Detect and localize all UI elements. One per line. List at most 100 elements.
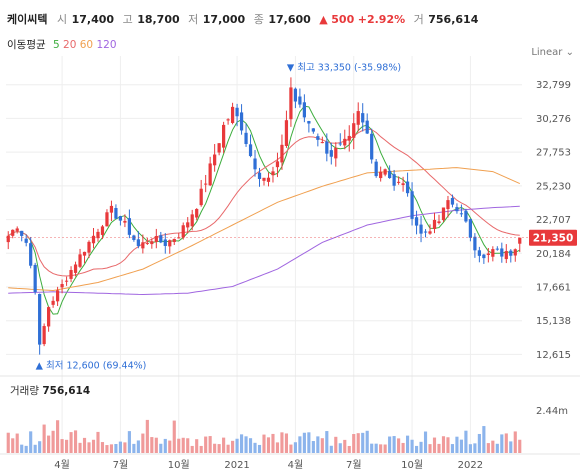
candle-body bbox=[114, 208, 118, 219]
volume-bar bbox=[127, 431, 131, 453]
volume-bar bbox=[307, 432, 311, 453]
x-tick-label: 4월 bbox=[54, 459, 70, 471]
candle-body bbox=[370, 133, 374, 160]
candle-body bbox=[154, 236, 158, 242]
ma-legend-5[interactable]: 5 bbox=[52, 39, 60, 51]
y-tick-label: 12,615 bbox=[536, 350, 571, 361]
candle-body bbox=[334, 147, 338, 159]
candle-body bbox=[271, 171, 275, 176]
stock-name: 케이씨텍 bbox=[7, 13, 48, 26]
x-tick-label: 10월 bbox=[401, 459, 423, 471]
volume-bar bbox=[136, 440, 140, 453]
x-tick-label: 10월 bbox=[168, 459, 190, 471]
volume-bar bbox=[468, 444, 472, 453]
volume-bar bbox=[518, 439, 522, 453]
candle-body bbox=[320, 142, 324, 144]
candle-body bbox=[235, 107, 239, 117]
volume-bar bbox=[334, 436, 338, 453]
candle-body bbox=[361, 113, 365, 123]
volume-bar bbox=[361, 432, 365, 453]
volume-bar bbox=[432, 437, 437, 453]
candle-body bbox=[446, 200, 450, 210]
ma-legend-60[interactable]: 60 bbox=[79, 39, 94, 51]
volume-bar bbox=[316, 436, 320, 453]
candle-body bbox=[195, 208, 199, 218]
high-label: 고 bbox=[122, 13, 133, 26]
candle-body bbox=[307, 121, 311, 124]
volume-bar bbox=[132, 443, 136, 453]
candle-body bbox=[217, 143, 221, 153]
candle-body bbox=[78, 254, 82, 267]
volume-bar bbox=[226, 444, 230, 453]
candle-body bbox=[450, 198, 455, 205]
volume-bar bbox=[289, 444, 293, 453]
volume-bar bbox=[513, 431, 517, 453]
candle-body bbox=[204, 183, 208, 185]
volume-bar bbox=[150, 437, 154, 453]
low-label: 저 bbox=[188, 13, 199, 26]
volume-bar bbox=[78, 442, 82, 453]
volume-bar bbox=[473, 443, 477, 453]
volume-bar bbox=[271, 433, 275, 453]
open-value: 17,400 bbox=[71, 13, 115, 26]
candle-body bbox=[280, 144, 284, 163]
candle-body bbox=[401, 183, 405, 186]
volume-bar bbox=[65, 439, 69, 453]
candle-body bbox=[518, 237, 522, 244]
volume-bar bbox=[509, 441, 513, 453]
candle-body bbox=[504, 251, 508, 260]
candle-body bbox=[42, 326, 46, 345]
volume-bar bbox=[370, 443, 374, 453]
candle-body bbox=[414, 217, 419, 226]
volume-bar bbox=[69, 432, 73, 453]
candle-body bbox=[477, 250, 481, 256]
candle-body bbox=[109, 205, 114, 213]
volume-bar bbox=[114, 443, 118, 453]
candle-body bbox=[486, 253, 490, 255]
volume-bar bbox=[392, 436, 396, 453]
candle-body bbox=[60, 284, 64, 288]
volume-bar bbox=[239, 434, 244, 453]
candle-body bbox=[365, 120, 369, 134]
volume-bar bbox=[91, 439, 96, 453]
candle-body bbox=[244, 132, 248, 144]
candle-body bbox=[388, 170, 392, 179]
volume-bar bbox=[231, 440, 235, 453]
candle-body bbox=[325, 141, 329, 154]
volume-bar bbox=[365, 430, 369, 453]
candle-body bbox=[275, 161, 280, 168]
scale-selector[interactable]: Linear ⌄ bbox=[531, 47, 574, 58]
moving-average-legend[interactable]: 이동평균 5 20 60 120 bbox=[7, 37, 117, 52]
volume-bars bbox=[6, 419, 522, 453]
volume-bar bbox=[477, 433, 481, 453]
chevron-down-icon: ⌄ bbox=[565, 47, 574, 58]
volume-bar bbox=[87, 442, 91, 453]
volume-bar bbox=[15, 433, 19, 453]
volume-bar bbox=[423, 431, 428, 453]
volume-bar bbox=[352, 434, 356, 453]
volume-bar bbox=[495, 443, 499, 453]
candle-body bbox=[87, 241, 91, 253]
volume-bar bbox=[56, 420, 60, 453]
candle-body bbox=[311, 128, 315, 132]
x-tick-label: 2021 bbox=[224, 460, 249, 471]
volume-bar bbox=[177, 438, 181, 453]
candle-body bbox=[222, 124, 226, 148]
volume-value: 756,614 bbox=[428, 13, 479, 26]
chart-axes: 32,799 30,276 27,753 25,230 22,707 20,184 17,6… bbox=[10, 80, 571, 471]
ma-legend-20[interactable]: 20 bbox=[63, 39, 77, 51]
volume-bar bbox=[11, 438, 15, 453]
x-tick-label: 4월 bbox=[288, 459, 304, 471]
volume-bar bbox=[338, 443, 342, 453]
price-summary: 케이씨텍 시 17,400 고 18,700 저 17,000 종 17,600… bbox=[7, 11, 483, 27]
volume-bar bbox=[450, 444, 455, 453]
volume-bar bbox=[244, 436, 248, 453]
volume-bar bbox=[248, 438, 253, 453]
volume-bar bbox=[208, 436, 212, 453]
ma-legend-120[interactable]: 120 bbox=[96, 39, 117, 51]
candle-body bbox=[410, 191, 414, 219]
scale-label: Linear bbox=[531, 47, 563, 58]
volume-bar bbox=[397, 438, 401, 453]
open-label: 시 bbox=[56, 13, 68, 26]
